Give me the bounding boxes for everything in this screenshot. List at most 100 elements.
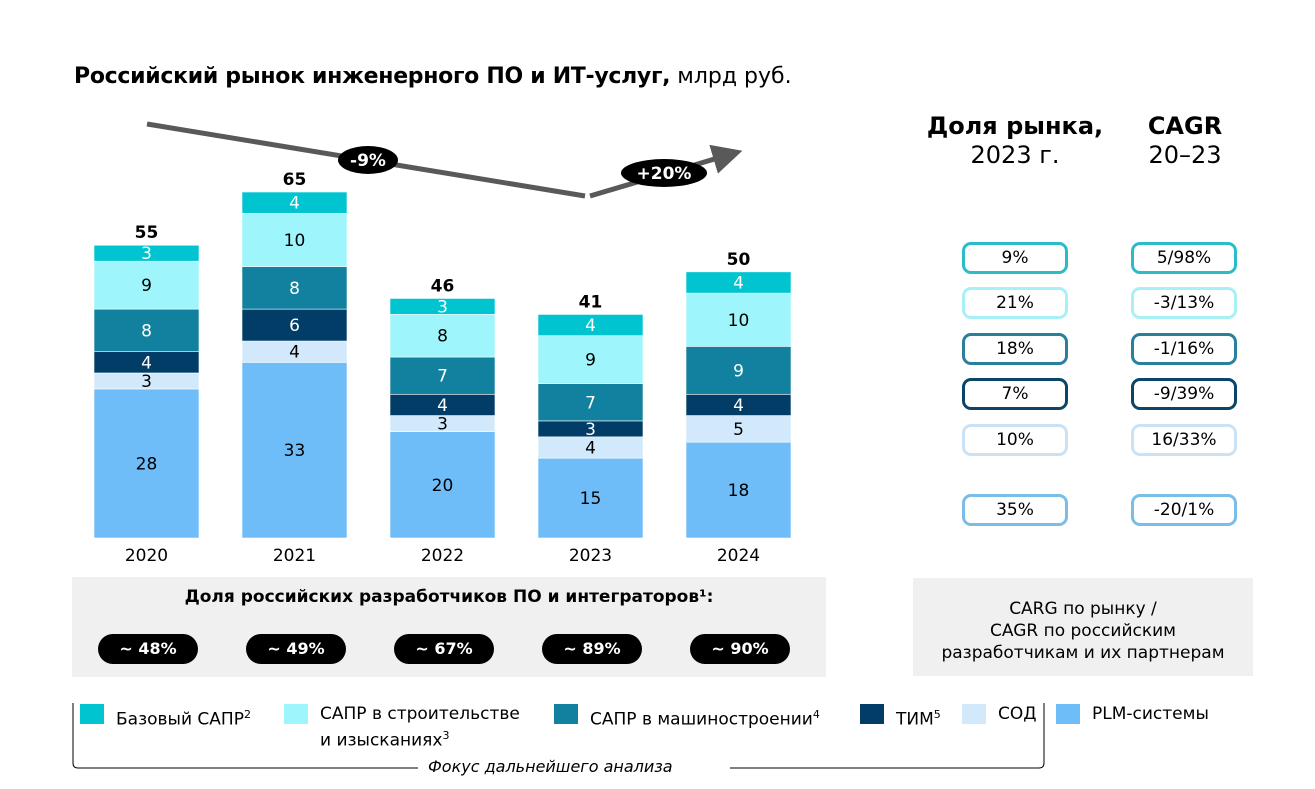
market-share-pill: 9% [962, 242, 1068, 274]
legend-item-construction-cad: САПР в строительстве и изысканиях3 [284, 704, 520, 752]
annotation-badge-down [338, 146, 398, 174]
bar-segment [537, 314, 644, 337]
bar-total-label: 41 [579, 292, 603, 312]
x-axis-tick-label: 2024 [717, 546, 760, 566]
bar-segment [685, 292, 792, 347]
legend-label: Базовый САПР2 [116, 708, 251, 730]
segment-value-label: 4 [289, 343, 300, 363]
bar-segment [537, 335, 644, 384]
segment-value-label: 8 [437, 327, 448, 347]
bar-segment [389, 298, 496, 315]
legend-label: САПР в строительстве и изысканиях3 [320, 704, 520, 751]
bars-group: 2834893552020334681046520212034783462022… [93, 170, 792, 566]
segment-value-label: 28 [136, 454, 158, 474]
segment-value-label: 3 [141, 244, 152, 264]
segment-value-label: 6 [289, 316, 300, 336]
x-axis-tick-label: 2023 [569, 546, 612, 566]
segment-value-label: 4 [585, 316, 596, 336]
x-axis-tick-label: 2021 [273, 546, 316, 566]
segment-value-label: 9 [733, 361, 744, 381]
segment-value-label: 7 [585, 393, 596, 413]
cagr-pill: -1/16% [1131, 333, 1237, 365]
developer-share-2024: ~ 90% [690, 634, 790, 664]
legend-item-base-cad: Базовый САПР2 [80, 704, 251, 731]
bar-segment [241, 191, 348, 214]
cagr-header-period: 20–23 [1148, 141, 1222, 169]
bar-segment [389, 314, 496, 358]
bar-segment [93, 244, 200, 262]
cagr-header: CAGR 20–23 [1135, 112, 1235, 170]
segment-value-label: 8 [289, 279, 300, 299]
bar-segment [537, 383, 644, 422]
legend-swatch [1056, 704, 1080, 724]
segment-value-label: 33 [284, 441, 306, 461]
segment-value-label: 4 [141, 353, 152, 373]
legend-item-plm: PLM-системы [1056, 704, 1209, 725]
bar-segment [241, 266, 348, 310]
bar-segment [685, 415, 792, 443]
segment-value-label: 5 [733, 420, 744, 440]
legend-item-bim: ТИМ5 [860, 704, 941, 731]
segment-value-label: 8 [141, 321, 152, 341]
segment-value-label: 4 [437, 396, 448, 416]
legend-swatch [860, 704, 884, 724]
chart-title-main: Российский рынок инженерного ПО и ИТ-усл… [74, 64, 671, 89]
bar-segment [389, 356, 496, 395]
cagr-note-line-2: CAGR по российским [990, 621, 1176, 641]
bar-segment [241, 212, 348, 267]
bar-segment [389, 431, 496, 539]
bar-segment [685, 441, 792, 539]
chart-title-unit: млрд руб. [677, 64, 792, 89]
cagr-pill: 5/98% [1131, 242, 1237, 274]
bar-total-label: 46 [431, 276, 455, 296]
bar-total-label: 50 [727, 250, 751, 270]
cagr-note: CARG по рынку / CAGR по российским разра… [913, 598, 1253, 664]
segment-value-label: 7 [437, 367, 448, 387]
segment-value-label: 4 [289, 194, 300, 214]
bar-segment [241, 362, 348, 539]
cagr-pill: -3/13% [1131, 287, 1237, 319]
share-header-year: 2023 г. [970, 141, 1060, 169]
market-share-pill: 21% [962, 287, 1068, 319]
annotation-label-down: -9% [350, 151, 386, 171]
legend-label: САПР в машиностроении4 [590, 708, 820, 730]
segment-value-label: 9 [585, 351, 596, 371]
annotation-badge-up [621, 159, 707, 187]
segment-value-label: 4 [733, 273, 744, 293]
bar-segment [93, 308, 200, 352]
segment-value-label: 4 [585, 439, 596, 459]
bar-segment [241, 308, 348, 342]
legend-swatch [554, 704, 578, 724]
bar-segment [93, 388, 200, 539]
bar-segment [685, 271, 792, 294]
cagr-note-line-3: разработчикам и их партнерам [941, 643, 1225, 663]
cagr-header-title: CAGR [1147, 112, 1223, 140]
legend-label: ТИМ5 [896, 708, 941, 730]
developers-share-panel: Доля российских разработчиков ПО и интег… [72, 577, 826, 677]
legend-label: СОД [998, 704, 1037, 724]
legend-label: PLM-системы [1092, 704, 1209, 724]
segment-value-label: 18 [728, 481, 750, 501]
bar-segment [537, 457, 644, 539]
developer-share-2023: ~ 89% [542, 634, 642, 664]
segment-value-label: 3 [437, 297, 448, 317]
legend-item-mechanical-cad: САПР в машиностроении4 [554, 704, 820, 731]
x-axis-tick-label: 2020 [125, 546, 168, 566]
developer-share-2020: ~ 48% [98, 634, 198, 664]
trend-arrows: -9% +20% [146, 121, 743, 199]
legend-swatch [962, 704, 986, 724]
legend-swatch [80, 704, 104, 724]
bar-total-label: 65 [283, 170, 307, 190]
x-axis-tick-label: 2022 [421, 546, 464, 566]
segment-value-label: 20 [432, 476, 454, 496]
segment-value-label: 4 [733, 396, 744, 416]
bar-segment [685, 346, 792, 395]
cagr-pill: -20/1% [1131, 494, 1237, 526]
segment-value-label: 15 [580, 489, 602, 509]
market-share-pill: 7% [962, 378, 1068, 410]
legend-swatch [284, 704, 308, 724]
segment-value-label: 10 [284, 231, 306, 251]
developers-share-title: Доля российских разработчиков ПО и интег… [184, 587, 714, 607]
